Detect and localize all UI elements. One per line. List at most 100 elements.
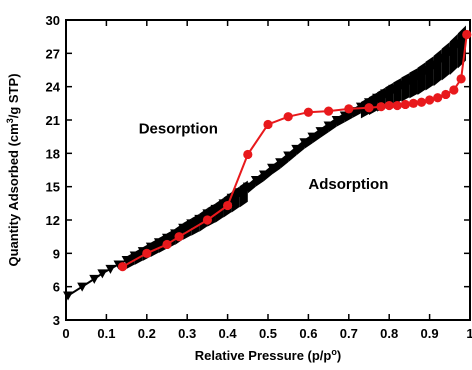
desorption-point bbox=[462, 29, 472, 40]
y-tick-label: 9 bbox=[53, 246, 60, 261]
x-tick-label: 0.8 bbox=[380, 326, 398, 341]
adsorption-point bbox=[97, 269, 108, 279]
adsorption-point bbox=[323, 121, 334, 131]
desorption-point bbox=[174, 232, 184, 242]
adsorption-point bbox=[436, 53, 447, 63]
x-tick-label: 0.1 bbox=[97, 326, 115, 341]
adsorption-point bbox=[242, 182, 253, 192]
adsorption-point bbox=[331, 116, 342, 125]
adsorption-point bbox=[388, 84, 399, 94]
x-tick-label: 0.6 bbox=[299, 326, 317, 341]
annotation-label: Desorption bbox=[139, 120, 218, 137]
y-tick-label: 30 bbox=[46, 13, 60, 28]
adsorption-point bbox=[145, 242, 156, 252]
y-tick-label: 6 bbox=[53, 280, 60, 295]
adsorption-point bbox=[194, 214, 205, 224]
desorption-point bbox=[456, 74, 466, 84]
adsorption-point bbox=[444, 47, 455, 57]
adsorption-point bbox=[283, 151, 294, 161]
desorption-point bbox=[263, 119, 273, 130]
adsorption-point bbox=[153, 238, 164, 248]
adsorption-point bbox=[77, 282, 88, 292]
adsorption-point bbox=[162, 233, 172, 243]
adsorption-point bbox=[275, 158, 286, 168]
desorption-point bbox=[303, 107, 313, 117]
desorption-point bbox=[449, 85, 459, 95]
annotations-layer: Desorption Adsorption bbox=[139, 120, 389, 193]
adsorption-point bbox=[226, 193, 237, 203]
desorption-point bbox=[376, 102, 386, 112]
adsorption-point bbox=[452, 39, 463, 49]
adsorption-point bbox=[178, 223, 189, 233]
adsorption-point bbox=[234, 188, 245, 198]
y-tick-label: 12 bbox=[46, 213, 60, 228]
adsorption-point bbox=[404, 76, 415, 85]
adsorption-point bbox=[364, 98, 374, 108]
adsorption-point bbox=[121, 256, 132, 265]
adsorption-point bbox=[315, 127, 326, 137]
adsorption-point bbox=[339, 111, 350, 121]
adsorption-point bbox=[307, 132, 318, 142]
adsorption-point bbox=[372, 93, 383, 103]
annotation-label: Adsorption bbox=[308, 176, 388, 193]
desorption-point bbox=[243, 149, 253, 160]
desorption-point bbox=[416, 97, 427, 107]
desorption-point bbox=[283, 112, 293, 122]
y-tick-label: 3 bbox=[53, 313, 60, 328]
x-axis-title: Relative Pressure (p/po) bbox=[195, 347, 341, 363]
adsorption-point bbox=[355, 102, 366, 112]
adsorption-point bbox=[186, 219, 197, 229]
x-tick-label: 0.9 bbox=[421, 326, 439, 341]
adsorption-point bbox=[202, 209, 213, 219]
desorption-point bbox=[117, 262, 128, 272]
adsorption-point bbox=[412, 71, 423, 81]
adsorption-point bbox=[380, 89, 391, 99]
x-tick-label: 0 bbox=[62, 326, 69, 341]
desorption-point bbox=[400, 99, 410, 110]
x-tick-label: 0.5 bbox=[259, 326, 277, 341]
desorption-point bbox=[384, 100, 394, 111]
y-tick-label: 21 bbox=[46, 113, 60, 128]
y-tick-label: 15 bbox=[46, 180, 60, 195]
x-tick-label: 0.4 bbox=[219, 326, 238, 341]
desorption-point bbox=[162, 239, 172, 250]
x-tick-label: 1 bbox=[466, 326, 472, 341]
ticks-layer: 0 0.1 0.2 0.3 0.4 0.5 0.6 0.7 0.8 0.9 1 3 6 9 12 15 18 21… bbox=[46, 13, 472, 341]
x-tick-label: 0.3 bbox=[178, 326, 196, 341]
y-tick-label: 18 bbox=[46, 146, 60, 161]
adsorption-point bbox=[291, 144, 302, 154]
desorption-point bbox=[223, 200, 233, 211]
adsorption-point bbox=[267, 163, 278, 173]
desorption-point bbox=[202, 215, 212, 225]
adsorption-point bbox=[89, 274, 100, 284]
desorption-point bbox=[142, 248, 152, 258]
adsorption-point bbox=[105, 264, 116, 274]
adsorption-point bbox=[299, 138, 310, 148]
adsorption-point bbox=[170, 229, 181, 239]
adsorption-point bbox=[210, 204, 221, 214]
x-tick-label: 0.7 bbox=[340, 326, 358, 341]
adsorption-point bbox=[250, 176, 261, 185]
y-tick-label: 27 bbox=[46, 46, 60, 61]
adsorption-point bbox=[428, 60, 439, 70]
desorption-point bbox=[441, 89, 451, 100]
desorption-point bbox=[344, 104, 354, 114]
y-tick-label: 24 bbox=[46, 80, 61, 95]
desorption-point bbox=[392, 100, 402, 111]
desorption-point bbox=[364, 103, 374, 113]
desorption-point bbox=[425, 95, 435, 105]
desorption-point bbox=[433, 93, 443, 103]
adsorption-point bbox=[258, 170, 269, 180]
adsorption-point bbox=[420, 66, 431, 75]
desorption-point bbox=[324, 106, 334, 116]
adsorption-point bbox=[63, 291, 74, 301]
desorption-series bbox=[117, 29, 472, 272]
adsorption-point bbox=[129, 251, 140, 261]
adsorption-series bbox=[63, 31, 471, 301]
x-tick-label: 0.2 bbox=[138, 326, 156, 341]
desorption-point bbox=[408, 98, 419, 108]
adsorption-point bbox=[396, 80, 407, 90]
y-axis-title: Quantity Adsorbed (cm3/g STP) bbox=[5, 73, 21, 266]
